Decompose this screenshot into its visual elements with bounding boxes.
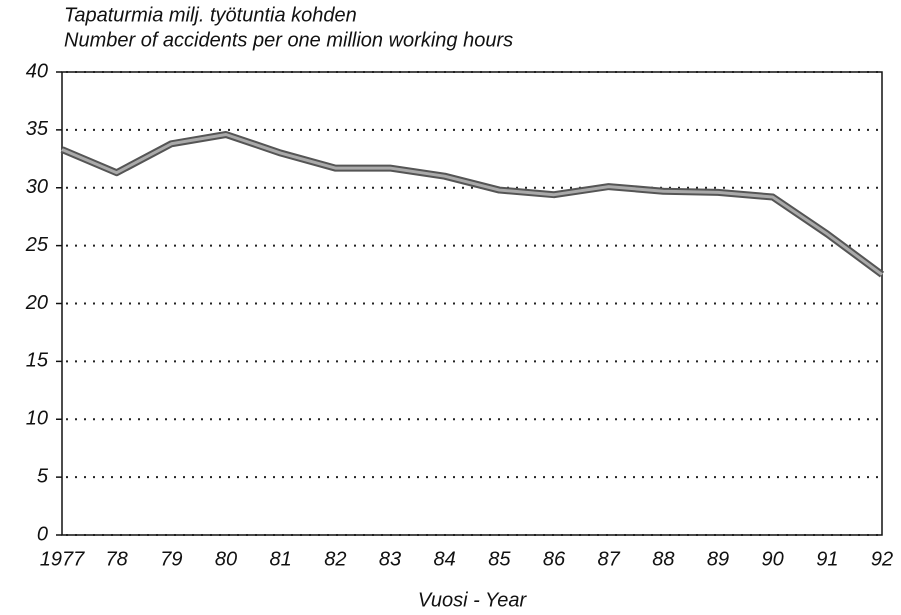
x-tick-label: 92	[871, 548, 893, 570]
x-tick-label: 85	[488, 548, 511, 570]
x-tick-label: 87	[598, 548, 621, 570]
x-tick-label: 82	[324, 548, 346, 570]
y-tick-label: 20	[25, 292, 48, 314]
y-tick-label: 15	[26, 350, 49, 372]
data-line-highlight	[61, 133, 883, 276]
x-tick-label: 83	[379, 548, 401, 570]
chart-title: Tapaturmia milj. työtuntia kohden	[64, 4, 357, 26]
y-tick-label: 35	[26, 118, 49, 140]
y-tick-label: 40	[26, 60, 48, 82]
x-tick-label: 90	[762, 548, 784, 570]
x-tick-label: 89	[707, 548, 729, 570]
y-tick-label: 25	[25, 234, 49, 256]
x-tick-label: 91	[816, 548, 838, 570]
y-tick-label: 0	[37, 523, 48, 545]
x-tick-label: 79	[160, 548, 182, 570]
x-tick-label: 1977	[40, 548, 85, 570]
x-axis-label: Vuosi - Year	[418, 589, 528, 611]
x-tick-label: 84	[434, 548, 456, 570]
x-tick-label: 81	[270, 548, 292, 570]
y-tick-label: 30	[26, 176, 48, 198]
chart-subtitle: Number of accidents per one million work…	[64, 29, 513, 51]
x-tick-label: 78	[106, 548, 128, 570]
x-tick-label: 88	[652, 548, 674, 570]
x-tick-label: 80	[215, 548, 237, 570]
y-tick-label: 10	[26, 408, 48, 430]
data-line	[60, 131, 885, 278]
y-tick-label: 5	[37, 465, 49, 487]
x-tick-label: 86	[543, 548, 566, 570]
